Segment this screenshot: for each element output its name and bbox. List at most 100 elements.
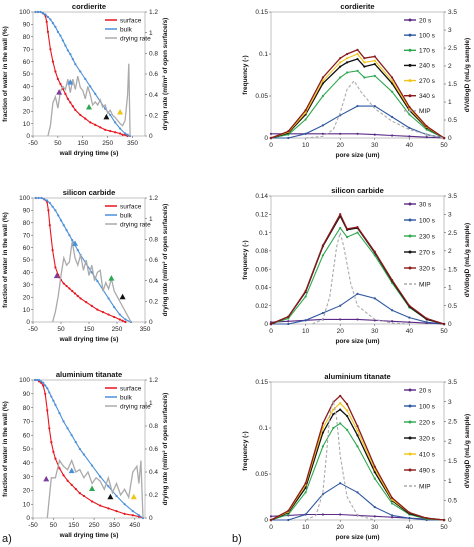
bulk-point — [50, 395, 53, 398]
triangle-marker — [119, 293, 126, 300]
y-tick-label: 60 — [23, 59, 31, 66]
series-point — [346, 402, 349, 406]
x-tick-label: 30 — [371, 142, 379, 149]
surface-point — [68, 287, 71, 290]
series-point — [339, 65, 342, 68]
legend-marker — [408, 79, 412, 83]
legend-label: drying rate — [120, 403, 151, 410]
series-point — [321, 76, 324, 79]
y2-tick-label: 1.2 — [149, 9, 158, 16]
series-point — [321, 94, 324, 98]
x-tick-label: 20 — [337, 524, 345, 531]
y2-tick-label: 0.6 — [149, 71, 158, 78]
surface-point — [90, 304, 93, 307]
series-point — [356, 429, 359, 432]
y2-tick-label: 0.2 — [149, 113, 158, 120]
bulk-point — [52, 399, 55, 402]
y2-tick-label: 0.6 — [149, 446, 158, 453]
series-line — [312, 232, 410, 325]
bulk-point — [74, 62, 77, 66]
bulk-point — [48, 201, 51, 205]
series-point — [373, 515, 376, 518]
surface-point — [82, 494, 86, 498]
triangle-marker — [108, 275, 115, 281]
y2-tick-label: 1.5 — [448, 81, 457, 88]
series-point — [373, 74, 376, 77]
y-tick-label: 40 — [23, 460, 31, 467]
series-point — [321, 124, 324, 127]
surface-point — [113, 315, 116, 319]
y-tick-label: 40 — [23, 84, 31, 91]
legend-label: 170 s — [419, 48, 436, 55]
series-point — [363, 57, 366, 60]
surface-point — [46, 30, 50, 33]
series-point — [346, 236, 349, 239]
y-tick-label: 0.15 — [255, 379, 268, 386]
chart-title: cordierite — [340, 2, 374, 11]
bulk-point — [69, 53, 72, 56]
legend-label: MIP — [419, 108, 431, 115]
series-point — [339, 394, 342, 397]
y2-tick-label: 0 — [448, 517, 452, 524]
y2-tick-label: 1 — [149, 216, 153, 223]
series-point — [287, 133, 290, 136]
y-axis-label: frequency (-) — [242, 431, 249, 470]
y-tick-label: 70 — [23, 46, 31, 53]
y2-tick-label: 1 — [448, 99, 452, 106]
surface-point — [51, 60, 55, 63]
series-point — [287, 322, 290, 326]
bulk-point — [126, 133, 129, 136]
bulk-point — [40, 380, 43, 383]
surface-point — [89, 121, 92, 124]
series-point — [304, 513, 307, 516]
series-point — [363, 61, 366, 64]
y-axis-label: fraction of water in the wall (%) — [2, 212, 9, 308]
y2-tick-label: 0.4 — [149, 469, 158, 476]
chart-title: aluminium titanate — [56, 370, 122, 379]
x-tick-label: 20 — [337, 328, 345, 335]
series-point — [332, 413, 335, 416]
bulk-point — [46, 15, 50, 19]
triangle-marker — [86, 103, 92, 110]
y-tick-label: 0.1 — [259, 230, 268, 237]
series-point — [339, 422, 342, 425]
series-point — [373, 471, 376, 474]
series-point — [339, 318, 342, 321]
series-point — [332, 426, 335, 430]
chart-1: silicon carbide-50 50 150 250 35001020304050… — [2, 188, 169, 343]
bulk-point — [65, 229, 68, 232]
bulk-point — [59, 34, 62, 37]
surface-line — [35, 379, 144, 519]
surface-point — [47, 209, 50, 212]
series-point — [425, 128, 428, 131]
series-point — [304, 295, 307, 298]
bulk-line — [35, 197, 132, 323]
surface-point — [71, 105, 74, 108]
series-point — [321, 513, 324, 516]
legend-marker — [408, 18, 412, 22]
surface-point — [45, 20, 48, 24]
x-tick-label: 150 — [77, 140, 88, 147]
series-point — [408, 321, 411, 324]
x-tick-label: 250 — [112, 326, 123, 333]
legend-label: 240 s — [419, 63, 436, 70]
y2-tick-label: 2.5 — [448, 45, 457, 52]
y-tick-label: 100 — [19, 9, 30, 16]
y-tick-label: 100 — [19, 377, 30, 384]
legend-marker — [408, 94, 412, 98]
y-tick-label: 0.05 — [255, 471, 268, 478]
surface-point — [44, 392, 47, 395]
series-point — [269, 515, 273, 518]
legend-label: 410 s — [419, 451, 436, 458]
series-point — [346, 428, 349, 431]
legend-label: 340 s — [419, 93, 436, 100]
y-axis-label: frequency (-) — [242, 55, 249, 94]
surface-point — [54, 70, 57, 73]
bulk-point — [56, 30, 59, 33]
y2-tick-label: 0.2 — [149, 299, 158, 306]
y-tick-label: 0 — [264, 135, 268, 142]
series-point — [356, 69, 359, 72]
x-tick-label: 10 — [302, 524, 310, 531]
surface-point — [85, 301, 88, 304]
bulk-point — [79, 70, 82, 73]
